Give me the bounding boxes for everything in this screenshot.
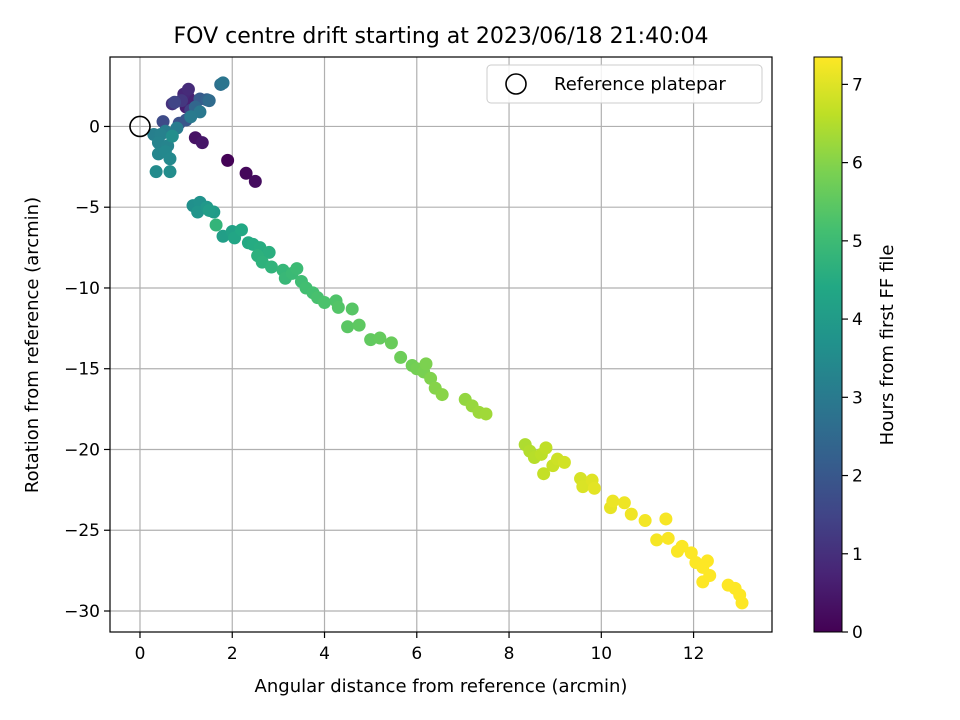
legend-label: Reference platepar (554, 74, 726, 95)
data-point (424, 371, 438, 385)
x-tick-label: 4 (319, 644, 330, 664)
data-point (479, 407, 493, 421)
colorbar-tick-label: 5 (852, 232, 863, 252)
y-axis-ticks: 0 −5 −10 −15 −20 −25 −30 (64, 117, 110, 622)
data-point (735, 596, 749, 610)
data-point (331, 300, 345, 314)
y-tick-label: 0 (89, 117, 100, 137)
data-point (184, 110, 198, 124)
x-axis-ticks: 0 2 4 6 8 10 12 (135, 632, 705, 664)
data-point (239, 166, 253, 180)
data-point (703, 568, 717, 582)
data-point (221, 153, 235, 167)
legend-marker-icon (505, 73, 527, 95)
colorbar-tick-label: 4 (852, 310, 863, 330)
data-point (168, 95, 182, 109)
chart-title: FOV centre drift starting at 2023/06/18 … (174, 24, 709, 49)
data-point (661, 531, 675, 545)
legend-box (486, 64, 763, 104)
colorbar-label: Hours from first FF file (877, 245, 898, 446)
data-point (149, 165, 163, 179)
data-point (576, 480, 590, 494)
colorbar-tick-label: 2 (852, 467, 863, 487)
data-point (587, 481, 601, 495)
data-point (700, 554, 714, 568)
x-tick-label: 10 (590, 644, 612, 664)
data-point (202, 94, 216, 108)
data-point (606, 494, 620, 508)
colorbar-frame (813, 56, 843, 633)
y-tick-label: −15 (64, 360, 100, 380)
data-point (264, 260, 278, 274)
colorbar: 0 1 2 3 4 5 6 7 Hours from first FF file (813, 56, 898, 643)
grid-lines (110, 57, 772, 632)
data-point (419, 357, 433, 371)
colorbar-tick-label: 3 (852, 388, 863, 408)
y-tick-label: −25 (64, 521, 100, 541)
data-point (248, 174, 262, 188)
y-tick-label: −10 (64, 279, 100, 299)
data-point (659, 512, 673, 526)
y-tick-label: −20 (64, 440, 100, 460)
x-tick-label: 12 (683, 644, 705, 664)
colorbar-ticks: 0 1 2 3 4 5 6 7 (842, 75, 863, 643)
y-axis-label: Rotation from reference (arcmin) (22, 197, 43, 493)
colorbar-gradient (814, 57, 842, 632)
legend: Reference platepar (486, 64, 763, 104)
data-point (384, 336, 398, 350)
colorbar-tick-label: 1 (852, 545, 863, 565)
colorbar-tick-label: 7 (852, 75, 863, 95)
data-point (341, 320, 355, 334)
reference-platepar-marker (129, 115, 151, 138)
data-point (290, 262, 304, 276)
data-point (557, 455, 571, 469)
plot-area-frame (109, 56, 773, 633)
data-point (209, 218, 223, 232)
data-point (216, 76, 230, 90)
data-point (165, 129, 179, 143)
data-point (195, 136, 209, 150)
data-point (537, 467, 551, 481)
data-point (318, 296, 332, 310)
data-point (156, 115, 170, 129)
data-point (394, 350, 408, 364)
data-point (234, 223, 248, 237)
data-point (352, 318, 366, 332)
data-point (163, 165, 177, 179)
x-tick-label: 2 (227, 644, 238, 664)
colorbar-tick-label: 6 (852, 154, 863, 174)
data-point (638, 514, 652, 528)
x-tick-label: 8 (504, 644, 515, 664)
data-point (675, 539, 689, 553)
data-point (373, 331, 387, 345)
data-points (147, 76, 749, 610)
y-tick-label: −5 (75, 198, 100, 218)
y-tick-label: −30 (64, 602, 100, 622)
data-point (539, 441, 553, 455)
data-point (435, 388, 449, 402)
data-point (262, 245, 276, 259)
data-point (345, 302, 359, 316)
x-axis-label: Angular distance from reference (arcmin) (255, 676, 628, 697)
data-point (181, 82, 195, 96)
data-point (650, 533, 664, 547)
x-tick-label: 0 (135, 644, 146, 664)
data-point (684, 546, 698, 560)
colorbar-tick-label: 0 (852, 623, 863, 643)
data-point (624, 507, 638, 521)
x-tick-label: 6 (411, 644, 422, 664)
data-point (202, 203, 216, 217)
data-point (617, 496, 631, 510)
data-point (163, 152, 177, 166)
